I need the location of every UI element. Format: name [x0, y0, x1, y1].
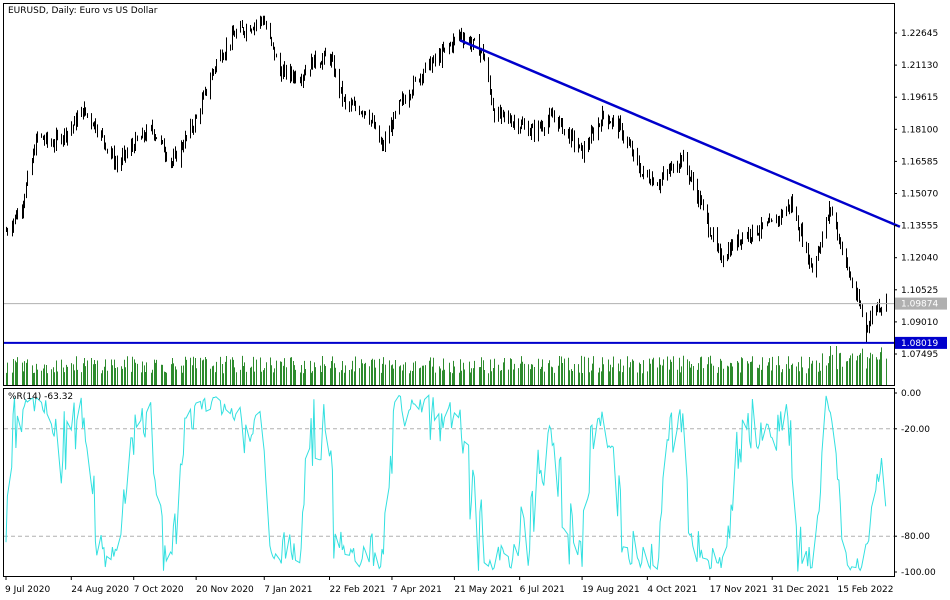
date-tick-label: 24 Aug 2020: [71, 585, 129, 595]
price-tick-label: 1.18100: [901, 125, 938, 135]
date-tick-label: 19 Aug 2021: [582, 585, 640, 595]
wpr-tick-label: 0.00: [901, 389, 921, 399]
price-tick-label: 1.10525: [901, 286, 938, 296]
price-tick-label: 1.09010: [901, 318, 938, 328]
date-tick-label: 21 May 2021: [454, 585, 513, 595]
date-tick-label: 7 Jan 2021: [264, 585, 312, 595]
wpr-tick-label: -20.00: [901, 425, 930, 435]
price-panel-frame: [3, 3, 895, 386]
price-tick-label: 1.12040: [901, 254, 938, 264]
date-tick-label: 6 Jul 2021: [520, 585, 565, 595]
wpr-tick-label: -100.00: [901, 568, 936, 578]
date-tick-label: 4 Oct 2021: [647, 585, 697, 595]
current-price-tag: [895, 297, 947, 310]
indicator-label: %R(14) -63.32: [8, 392, 73, 402]
current-price-tag-label: 1.09874: [901, 300, 938, 310]
wpr-line: [5, 394, 887, 572]
price-tick-label: 1.07495: [901, 350, 938, 360]
resistance-trendline: [459, 39, 901, 228]
indicator-panel-frame: [3, 388, 895, 577]
date-tick-label: 7 Apr 2021: [392, 585, 442, 595]
williams-r-panel: 0.00 -20.00 -80.00 -100.00: [4, 389, 936, 578]
volume-bars: [6, 346, 887, 385]
wpr-tick-label: -80.00: [901, 532, 930, 542]
candlesticks: [6, 15, 887, 343]
price-tick-label: 1.16585: [901, 157, 938, 167]
price-tick-label: 1.19615: [901, 93, 938, 103]
price-tick-label: 1.22645: [901, 29, 938, 39]
date-tick-label: 17 Nov 2021: [710, 585, 768, 595]
price-tick-label: 1.15070: [901, 190, 938, 200]
support-price-tag: [895, 336, 947, 349]
date-tick-label: 7 Oct 2020: [134, 585, 184, 595]
date-tick-label: 31 Dec 2021: [772, 585, 830, 595]
price-tick-label: 1.21130: [901, 61, 938, 71]
chart-title: EURUSD, Daily: Euro vs US Dollar: [8, 6, 158, 16]
support-price-tag-label: 1.08019: [901, 339, 938, 349]
axes: 1.22645 1.21130 1.19615 1.18100 1.16585 1.150…: [4, 29, 947, 595]
date-tick-label: 20 Nov 2020: [196, 585, 254, 595]
date-tick-label: 15 Feb 2022: [837, 585, 893, 595]
date-tick-label: 22 Feb 2021: [330, 585, 386, 595]
price-tick-label: 1.13555: [901, 222, 938, 232]
date-tick-label: 9 Jul 2020: [5, 585, 50, 595]
